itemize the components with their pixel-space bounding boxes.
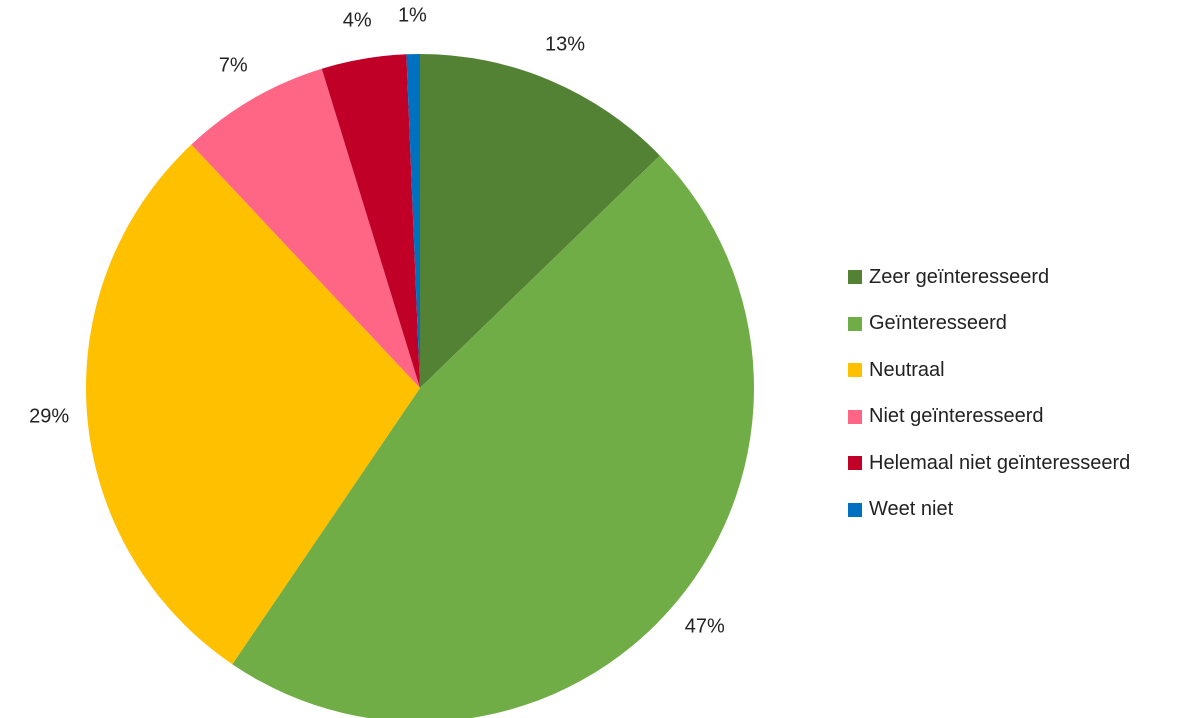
legend-label: Neutraal — [869, 358, 945, 381]
data-label-geinteresseerd: 47% — [685, 616, 725, 638]
legend-label: Geïnteresseerd — [869, 312, 1007, 335]
legend-item-geinteresseerd: Geïnteresseerd — [848, 301, 1130, 348]
legend-swatch — [848, 363, 862, 378]
pie-slice-geinteresseerd — [232, 155, 755, 718]
legend-label: Helemaal niet geïnteresseerd — [869, 451, 1131, 474]
pie-slices — [85, 54, 755, 718]
data-label-zeer-geinteresseerd: 13% — [545, 34, 585, 56]
legend-item-niet-geinteresseerd: Niet geïnteresseerd — [848, 394, 1130, 441]
legend-swatch — [848, 456, 862, 471]
pie-slice-weet-niet — [406, 54, 420, 388]
pie-slice-helemaal-niet-geinteresseerd — [321, 54, 420, 389]
data-labels: 13% 47% 29% 7% 4% 1% — [29, 4, 725, 637]
legend-item-helemaal-niet-geinteresseerd: Helemaal niet geïnteresseerd — [848, 440, 1130, 487]
legend: Zeer geïnteresseerd Geïnteresseerd Neutr… — [848, 254, 1130, 533]
legend-swatch — [848, 316, 862, 331]
legend-swatch — [848, 270, 862, 285]
data-label-weet-niet: 1% — [398, 4, 427, 26]
legend-swatch — [848, 502, 862, 517]
legend-label: Niet geïnteresseerd — [869, 405, 1044, 428]
pie-slice-zeer-geinteresseerd — [420, 54, 660, 388]
legend-item-weet-niet: Weet niet — [848, 487, 1130, 534]
data-label-niet-geinteresseerd: 7% — [219, 55, 248, 77]
legend-item-neutraal: Neutraal — [848, 347, 1130, 394]
data-label-helemaal-niet-geinteresseerd: 4% — [343, 10, 372, 32]
pie-slice-niet-geinteresseerd — [191, 68, 420, 388]
legend-label: Weet niet — [869, 498, 954, 521]
legend-swatch — [848, 409, 862, 424]
legend-label: Zeer geïnteresseerd — [869, 265, 1050, 288]
legend-item-zeer-geinteresseerd: Zeer geïnteresseerd — [848, 254, 1130, 301]
pie-slice-neutraal — [85, 144, 421, 665]
data-label-neutraal: 29% — [29, 405, 69, 427]
